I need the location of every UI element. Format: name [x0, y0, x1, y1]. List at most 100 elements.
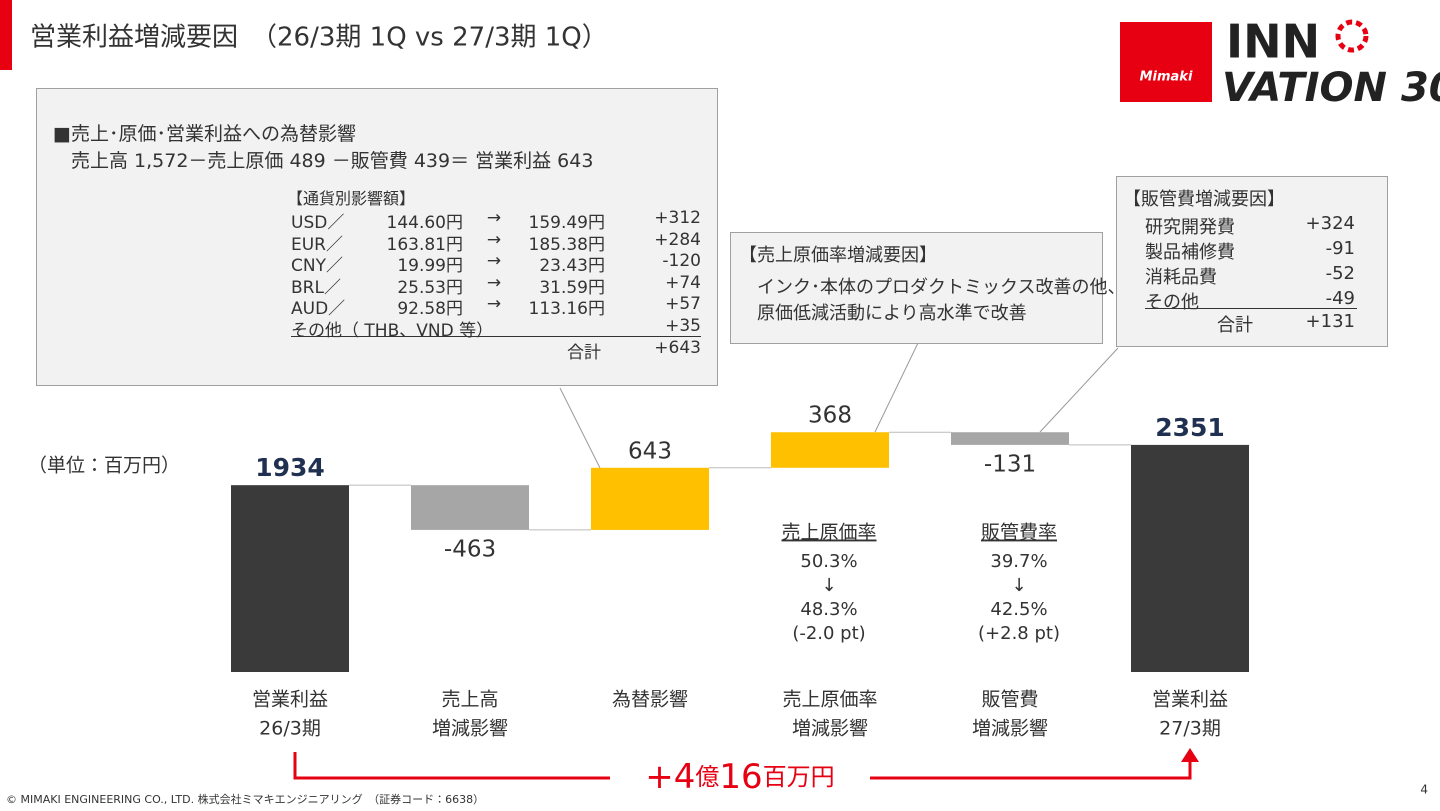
- bracket: [293, 752, 610, 780]
- sga-item: 研究開発費: [1145, 217, 1235, 238]
- cost-box: 【売上原価率増減要因】 インク･本体のプロダクトミックス改善の他、 原価低減活動…: [730, 232, 1125, 344]
- fx-other-value: +35: [665, 316, 701, 336]
- underline: [291, 336, 701, 337]
- value-label: 368: [808, 403, 852, 429]
- ratio-to: 48.3%: [800, 599, 857, 620]
- ratio-arrow: ↓: [821, 575, 836, 596]
- fx-cell: +312: [654, 208, 701, 228]
- fx-cell: CNY／: [291, 256, 343, 276]
- underline: [1145, 308, 1357, 309]
- fx-cell: 92.58円: [397, 299, 463, 319]
- bar: [591, 467, 709, 530]
- sga-value: -91: [1325, 238, 1355, 259]
- fx-total-label: 合計: [567, 343, 601, 363]
- ratio-change: (+2.8 pt): [978, 623, 1060, 644]
- x-tick-label: 為替影響: [612, 689, 688, 711]
- bar: [951, 432, 1069, 445]
- logo-text: VATION 30: [1222, 65, 1440, 111]
- sga-total-value: +131: [1305, 311, 1355, 332]
- value-label: -131: [984, 451, 1036, 477]
- logo-ring: [1335, 19, 1369, 53]
- fx-cell: →: [486, 208, 502, 228]
- sga-value: -52: [1325, 263, 1355, 284]
- fx-cell: 23.43円: [539, 256, 605, 276]
- cost-heading: 【売上原価率増減要因】: [739, 245, 937, 266]
- cost-line: 原価低減活動により高水準で改善: [757, 303, 1027, 324]
- sga-heading: 【販管費増減要因】: [1123, 189, 1285, 210]
- fx-cell: 19.99円: [397, 256, 463, 276]
- ratio-arrow: ↓: [1011, 575, 1026, 596]
- fx-cell: 31.59円: [539, 277, 605, 298]
- cost-line: インク･本体のプロダクトミックス改善の他、: [757, 277, 1126, 298]
- fx-cell: +284: [654, 229, 701, 250]
- fx-cell: AUD／: [291, 299, 346, 319]
- fx-heading: ■売上･原価･営業利益への為替影響: [53, 123, 356, 145]
- logo-mark: [1120, 22, 1212, 102]
- fx-cell: -120: [662, 251, 701, 271]
- x-tick-label: 売上高: [441, 689, 498, 711]
- logo-text: INN: [1226, 15, 1320, 69]
- ratio-change: (-2.0 pt): [792, 623, 865, 644]
- fx-cell: 113.16円: [528, 299, 605, 319]
- unit-label: （単位：百万円）: [28, 455, 180, 477]
- fx-total-value: +643: [654, 338, 701, 358]
- fx-cell: 144.60円: [386, 213, 463, 233]
- value-label: 1934: [255, 453, 325, 482]
- fx-cell: →: [486, 229, 502, 250]
- value-label: 2351: [1155, 413, 1225, 442]
- fx-cell: BRL／: [291, 277, 341, 298]
- sga-item: その他: [1145, 292, 1199, 313]
- fx-cell: 163.81円: [386, 234, 463, 255]
- sga-box: 【販管費増減要因】 研究開発費 +324 製品補修費 -91 消耗品費 -52 その他 -49…: [1116, 176, 1388, 347]
- fx-cell: →: [486, 272, 502, 293]
- bar: [231, 485, 349, 672]
- sga-item: 製品補修費: [1145, 242, 1235, 263]
- page-number: 4: [1420, 783, 1428, 797]
- title: 営業利益増減要因 （26/3期 1Q vs 27/3期 1Q）: [30, 23, 608, 53]
- title-accent: [0, 0, 12, 70]
- value-label: 643: [628, 438, 672, 464]
- ratio-title: 売上原価率: [781, 522, 876, 544]
- value-label: -463: [444, 536, 496, 562]
- bracket-arrow: [1181, 748, 1199, 762]
- fx-other-label: その他（ THB、VND 等）: [291, 321, 494, 341]
- x-tick-label: 販管費: [981, 689, 1038, 711]
- fx-cell: →: [486, 294, 502, 314]
- fx-cell: +74: [665, 272, 701, 293]
- leader-line: [559, 387, 601, 469]
- fx-cell: 25.53円: [397, 277, 463, 298]
- x-tick-label: 増減影響: [972, 718, 1048, 740]
- x-tick-label: 売上原価率: [782, 689, 877, 711]
- fx-table-title: 【通貨別影響額】: [287, 189, 416, 208]
- ratio-to: 42.5%: [990, 599, 1047, 620]
- x-tick-label: 26/3期: [259, 718, 321, 740]
- fx-box: ■売上･原価･営業利益への為替影響 売上高 1,572－売上原価 489 －販管…: [36, 88, 718, 386]
- bar: [411, 485, 529, 530]
- fx-cell: +57: [665, 294, 701, 314]
- fx-cell: 185.38円: [528, 234, 605, 255]
- total-change: +4億16百万円: [645, 757, 834, 797]
- ratio-from: 39.7%: [990, 551, 1047, 572]
- fx-formula: 売上高 1,572－売上原価 489 －販管費 439＝ 営業利益 643: [71, 150, 594, 172]
- leader-line: [1039, 347, 1119, 433]
- leader-line: [874, 342, 919, 433]
- sga-item: 消耗品費: [1145, 267, 1217, 288]
- sga-value: -49: [1325, 288, 1355, 309]
- fx-cell: USD／: [291, 213, 345, 233]
- x-tick-label: 営業利益: [1152, 689, 1228, 711]
- ratio-title: 販管費率: [981, 522, 1057, 544]
- fx-cell: EUR／: [291, 234, 343, 255]
- x-tick-label: 増減影響: [432, 718, 508, 740]
- logo-brand: Mimaki: [1140, 70, 1193, 85]
- bar: [1131, 444, 1249, 672]
- sga-total-label: 合計: [1217, 315, 1253, 336]
- sga-value: +324: [1305, 213, 1355, 234]
- x-tick-label: 増減影響: [792, 718, 868, 740]
- footer: © MIMAKI ENGINEERING CO., LTD. 株式会社ミマキエン…: [6, 792, 484, 806]
- x-tick-label: 27/3期: [1159, 718, 1221, 740]
- fx-cell: 159.49円: [528, 213, 605, 233]
- ratio-from: 50.3%: [800, 551, 857, 572]
- fx-cell: →: [486, 251, 502, 271]
